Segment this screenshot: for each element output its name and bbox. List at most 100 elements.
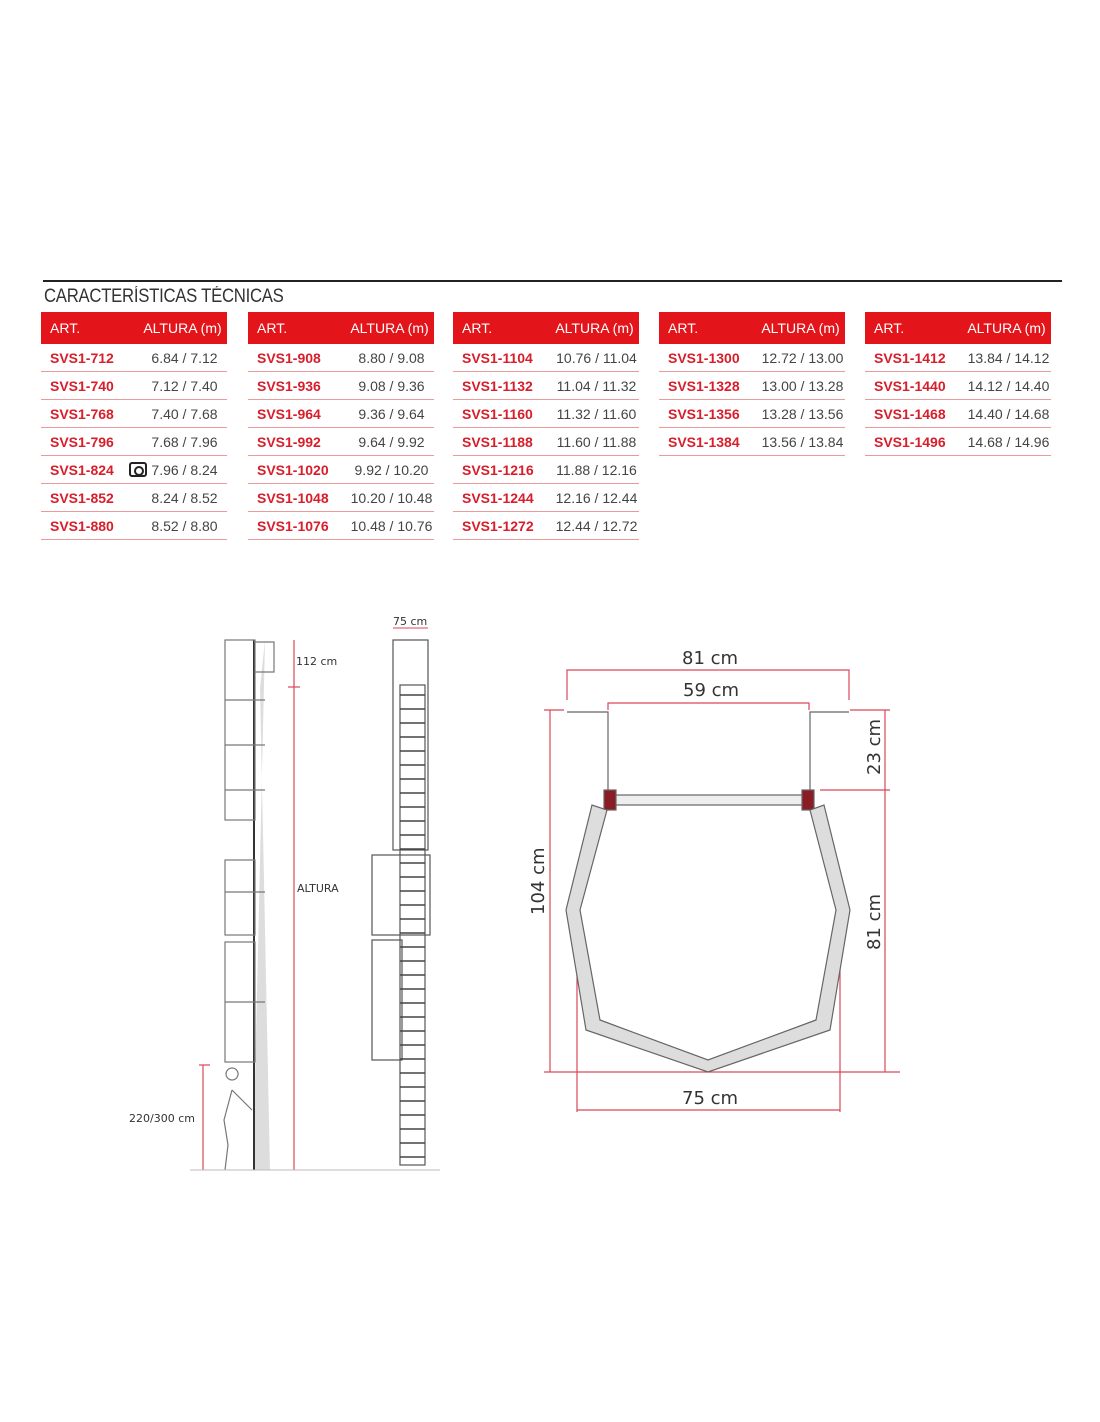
altura-text: 7.96 / 8.24 (151, 461, 218, 478)
cage-plan-drawing: 81 cm 59 cm 75 cm 104 cm 23 cm 81 cm (528, 648, 900, 1112)
art-code: SVS1-1244 (462, 489, 534, 506)
table-row: SVS1-880 8.52 / 8.80 (41, 512, 227, 540)
table-row: SVS1-1160 11.32 / 11.60 (453, 400, 639, 428)
altura-text: 11.04 / 11.32 (556, 377, 637, 394)
altura-cell: 9.08 / 9.36 (358, 378, 424, 394)
table-row: SVS1-768 7.40 / 7.68 (41, 400, 227, 428)
altura-value: 8.52 / 8.80 (142, 518, 227, 534)
altura-cell: 14.40 / 14.68 (968, 406, 1050, 422)
altura-cell: 11.04 / 11.32 (557, 378, 637, 394)
table-row: SVS1-852 8.24 / 8.52 (41, 484, 227, 512)
side-view-drawing: 112 cm ALTURA (190, 639, 440, 1171)
header-art: ART. (50, 320, 81, 336)
altura-cell: 8.80 / 9.08 (358, 350, 424, 366)
altura-text: 9.08 / 9.36 (358, 377, 425, 394)
table-row: SVS1-1384 13.56 / 13.84 (659, 428, 845, 456)
inner-width-label: 59 cm (683, 680, 739, 701)
offset-label: 23 cm (864, 719, 885, 775)
altura-text: 12.44 / 12.72 (555, 517, 638, 534)
table-header: ART. ALTURA (m) (41, 312, 227, 344)
art-code: SVS1-936 (257, 377, 321, 394)
altura-cell: 7.40 / 7.68 (151, 406, 217, 422)
altura-text: 13.56 / 13.84 (761, 433, 844, 450)
altura-cell: 8.52 / 8.80 (151, 518, 217, 534)
altura-text: 14.40 / 14.68 (967, 405, 1050, 422)
table-row: SVS1-964 9.36 / 9.64 (248, 400, 434, 428)
altura-text: 8.52 / 8.80 (151, 517, 218, 534)
table-header: ART. ALTURA (m) (865, 312, 1051, 344)
art-code: SVS1-908 (257, 349, 321, 366)
header-art: ART. (462, 320, 493, 336)
altura-value: 8.24 / 8.52 (142, 490, 227, 506)
altura-text: 14.68 / 14.96 (967, 433, 1050, 450)
altura-value: 14.12 / 14.40 (966, 378, 1051, 394)
altura-value: 7.96 / 8.24 (129, 461, 227, 478)
altura-text: 14.12 / 14.40 (967, 377, 1050, 394)
altura-cell: 13.00 / 13.28 (762, 378, 844, 394)
table-row: SVS1-740 7.12 / 7.40 (41, 372, 227, 400)
camera-icon[interactable] (129, 461, 148, 477)
altura-text: 10.20 / 10.48 (350, 489, 433, 506)
header-altura: ALTURA (m) (555, 320, 634, 336)
altura-value: 13.00 / 13.28 (760, 378, 845, 394)
altura-text: 7.12 / 7.40 (151, 377, 218, 394)
altura-value: 13.28 / 13.56 (760, 406, 845, 422)
altura-text: 11.60 / 11.88 (556, 433, 637, 450)
altura-value: 13.56 / 13.84 (760, 434, 845, 450)
altura-text: 11.88 / 12.16 (556, 461, 637, 478)
altura-value: 12.72 / 13.00 (760, 350, 845, 366)
altura-cell: 11.88 / 12.16 (556, 462, 637, 478)
bottom-dimension-label: 220/300 cm (129, 1112, 195, 1125)
art-code: SVS1-1272 (462, 517, 534, 534)
altura-text: 9.64 / 9.92 (358, 433, 425, 450)
altura-value: 10.20 / 10.48 (349, 490, 434, 506)
altura-cell: 7.96 / 8.24 (129, 461, 218, 478)
altura-value: 9.36 / 9.64 (349, 406, 434, 422)
altura-value: 14.68 / 14.96 (966, 434, 1051, 450)
altura-value: 11.88 / 12.16 (554, 462, 639, 478)
altura-text: 10.76 / 11.04 (556, 349, 637, 366)
altura-value: 11.04 / 11.32 (554, 378, 639, 394)
art-code: SVS1-1132 (462, 377, 533, 394)
table-row: SVS1-1496 14.68 / 14.96 (865, 428, 1051, 456)
altura-text: 7.40 / 7.68 (151, 405, 218, 422)
table-row: SVS1-1076 10.48 / 10.76 (248, 512, 434, 540)
width-label: 75 cm (393, 615, 427, 628)
altura-text: 12.72 / 13.00 (761, 349, 844, 366)
altura-cell: 9.92 / 10.20 (355, 462, 429, 478)
art-code: SVS1-1384 (668, 433, 740, 450)
table-row: SVS1-1468 14.40 / 14.68 (865, 400, 1051, 428)
table-row: SVS1-1440 14.12 / 14.40 (865, 372, 1051, 400)
art-code: SVS1-1412 (874, 349, 946, 366)
art-code: SVS1-1356 (668, 405, 740, 422)
altura-cell: 8.24 / 8.52 (151, 490, 217, 506)
table-row: SVS1-1048 10.20 / 10.48 (248, 484, 434, 512)
altura-text: 13.84 / 14.12 (967, 349, 1050, 366)
altura-cell: 11.32 / 11.60 (557, 406, 637, 422)
spec-table: ART. ALTURA (m) SVS1-1412 13.84 / 14.12 SVS1… (865, 312, 1051, 456)
altura-cell: 10.20 / 10.48 (351, 490, 433, 506)
art-code: SVS1-740 (50, 377, 114, 394)
art-code: SVS1-824 (50, 461, 114, 478)
art-code: SVS1-1020 (257, 461, 329, 478)
altura-text: 13.28 / 13.56 (761, 405, 844, 422)
altura-value: 8.80 / 9.08 (349, 350, 434, 366)
altura-cell: 13.84 / 14.12 (968, 350, 1050, 366)
altura-cell: 12.72 / 13.00 (762, 350, 844, 366)
altura-cell: 14.68 / 14.96 (968, 434, 1050, 450)
art-code: SVS1-964 (257, 405, 321, 422)
altura-cell: 7.12 / 7.40 (151, 378, 217, 394)
altura-cell: 14.12 / 14.40 (968, 378, 1050, 394)
art-code: SVS1-768 (50, 405, 114, 422)
art-code: SVS1-1468 (874, 405, 946, 422)
table-row: SVS1-1216 11.88 / 12.16 (453, 456, 639, 484)
header-altura: ALTURA (m) (143, 320, 222, 336)
altura-value: 9.08 / 9.36 (349, 378, 434, 394)
depth-total-label: 104 cm (528, 847, 549, 915)
table-row: SVS1-796 7.68 / 7.96 (41, 428, 227, 456)
page-title: CARACTERÍSTICAS TÉCNICAS (44, 286, 284, 307)
art-code: SVS1-1496 (874, 433, 946, 450)
altura-text: 9.36 / 9.64 (358, 405, 425, 422)
altura-cell: 11.60 / 11.88 (557, 434, 637, 450)
altura-text: 8.80 / 9.08 (358, 349, 425, 366)
